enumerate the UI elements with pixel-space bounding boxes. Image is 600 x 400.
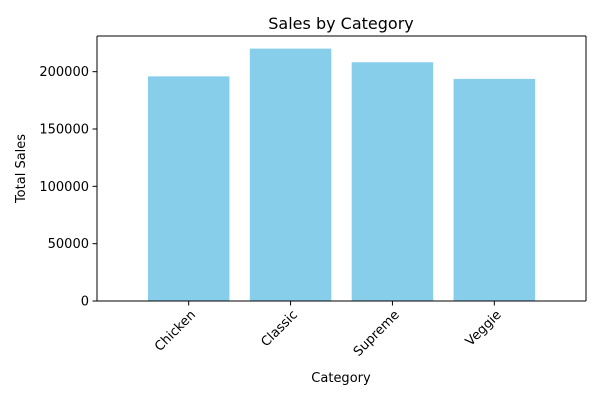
- y-tick-label: 100000: [39, 180, 89, 195]
- bar-supreme: [351, 62, 434, 302]
- x-ticks-group: Chicken Classic Supreme Veggie: [152, 301, 505, 360]
- x-axis-label: Category: [311, 371, 371, 386]
- y-tick-label: 200000: [39, 65, 89, 80]
- y-axis-label: Total Sales: [14, 134, 29, 204]
- bar-classic: [249, 48, 332, 302]
- x-tick-label-chicken: Chicken: [152, 308, 199, 355]
- x-tick-label-supreme: Supreme: [351, 308, 403, 360]
- x-tick-label-veggie: Veggie: [463, 308, 505, 350]
- bar-veggie: [453, 78, 536, 301]
- y-tick-label: 0: [81, 295, 89, 310]
- chart-title: Sales by Category: [268, 14, 413, 33]
- y-ticks-group: 0 50000 100000 150000 200000: [39, 65, 97, 310]
- x-tick-label-classic: Classic: [258, 308, 300, 350]
- bars-group: [147, 48, 536, 302]
- bar-chicken: [147, 76, 230, 302]
- y-tick-label: 50000: [48, 237, 89, 252]
- y-tick-label: 150000: [39, 123, 89, 138]
